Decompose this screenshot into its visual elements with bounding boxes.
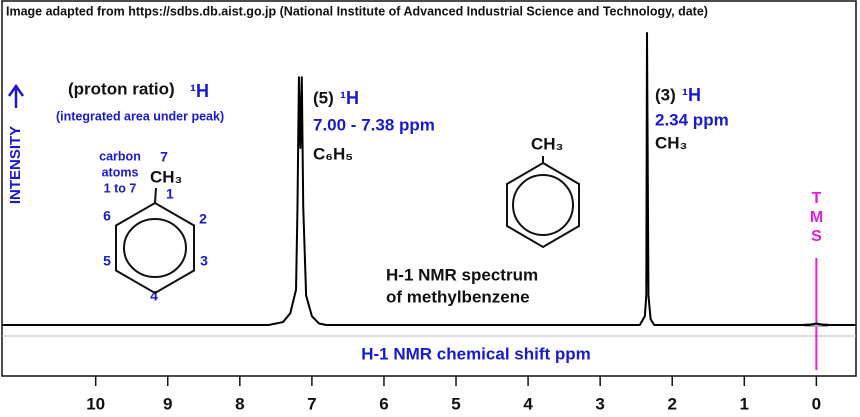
tms-label: TMS bbox=[808, 190, 825, 247]
x-tick-label: 6 bbox=[379, 394, 388, 413]
tms-ref bbox=[804, 323, 829, 327]
annotation: 1 to 7 bbox=[104, 181, 137, 195]
x-tick-label: 8 bbox=[235, 394, 244, 413]
annotation: CH₃ bbox=[655, 133, 687, 152]
atom-label: 5 bbox=[103, 253, 111, 269]
title: of methylbenzene bbox=[386, 287, 530, 306]
x-tick-label: 7 bbox=[307, 394, 316, 413]
benzene-ring bbox=[506, 161, 580, 249]
title: H-1 NMR spectrum bbox=[386, 265, 538, 284]
annotation: (5) bbox=[313, 88, 334, 107]
atom-label: 1 bbox=[166, 186, 174, 202]
x-tick-label: 9 bbox=[163, 394, 172, 413]
annotation: atoms bbox=[102, 165, 139, 179]
annotation: (3) bbox=[655, 85, 676, 104]
atom-label: 4 bbox=[150, 288, 158, 304]
x-tick-label: 5 bbox=[451, 394, 460, 413]
ring-circle bbox=[123, 218, 187, 278]
bond bbox=[154, 187, 157, 204]
x-tick-label: 10 bbox=[86, 394, 105, 413]
annotation: 2.34 ppm bbox=[655, 110, 729, 129]
source: Image adapted from https://sdbs.db.aist.… bbox=[6, 4, 708, 18]
x-tick-label: 1 bbox=[740, 394, 749, 413]
annotation: ¹H bbox=[340, 88, 359, 108]
ring-circle bbox=[512, 174, 574, 236]
annotation: (proton ratio) bbox=[68, 79, 175, 98]
atom-label: 2 bbox=[199, 211, 207, 227]
x-tick-label: 4 bbox=[523, 394, 533, 413]
x-tick-label: 0 bbox=[812, 394, 821, 413]
annotation: ¹H bbox=[682, 85, 701, 105]
spectrum-line bbox=[2, 31, 856, 326]
annotation: CH₃ bbox=[150, 167, 182, 186]
x-label: H-1 NMR chemical shift ppm bbox=[361, 344, 591, 363]
benzene-ring bbox=[115, 201, 195, 295]
atom-label: 7 bbox=[160, 149, 168, 165]
y-label: INTENSITY bbox=[7, 126, 24, 204]
atom-label: 6 bbox=[103, 208, 111, 224]
annotation: carbon bbox=[99, 149, 141, 163]
atom-label: 3 bbox=[200, 253, 208, 269]
x-tick-label: 2 bbox=[667, 394, 676, 413]
annotation: 7.00 - 7.38 ppm bbox=[313, 115, 435, 134]
annotation: ¹H bbox=[190, 81, 209, 101]
annotation: CH₃ bbox=[531, 134, 563, 153]
x-tick-label: 3 bbox=[595, 394, 604, 413]
y-arrow bbox=[7, 83, 25, 108]
plot-frame bbox=[1, 0, 857, 377]
annotation: (integrated area under peak) bbox=[56, 109, 224, 123]
annotation: C₆H₅ bbox=[313, 144, 353, 163]
